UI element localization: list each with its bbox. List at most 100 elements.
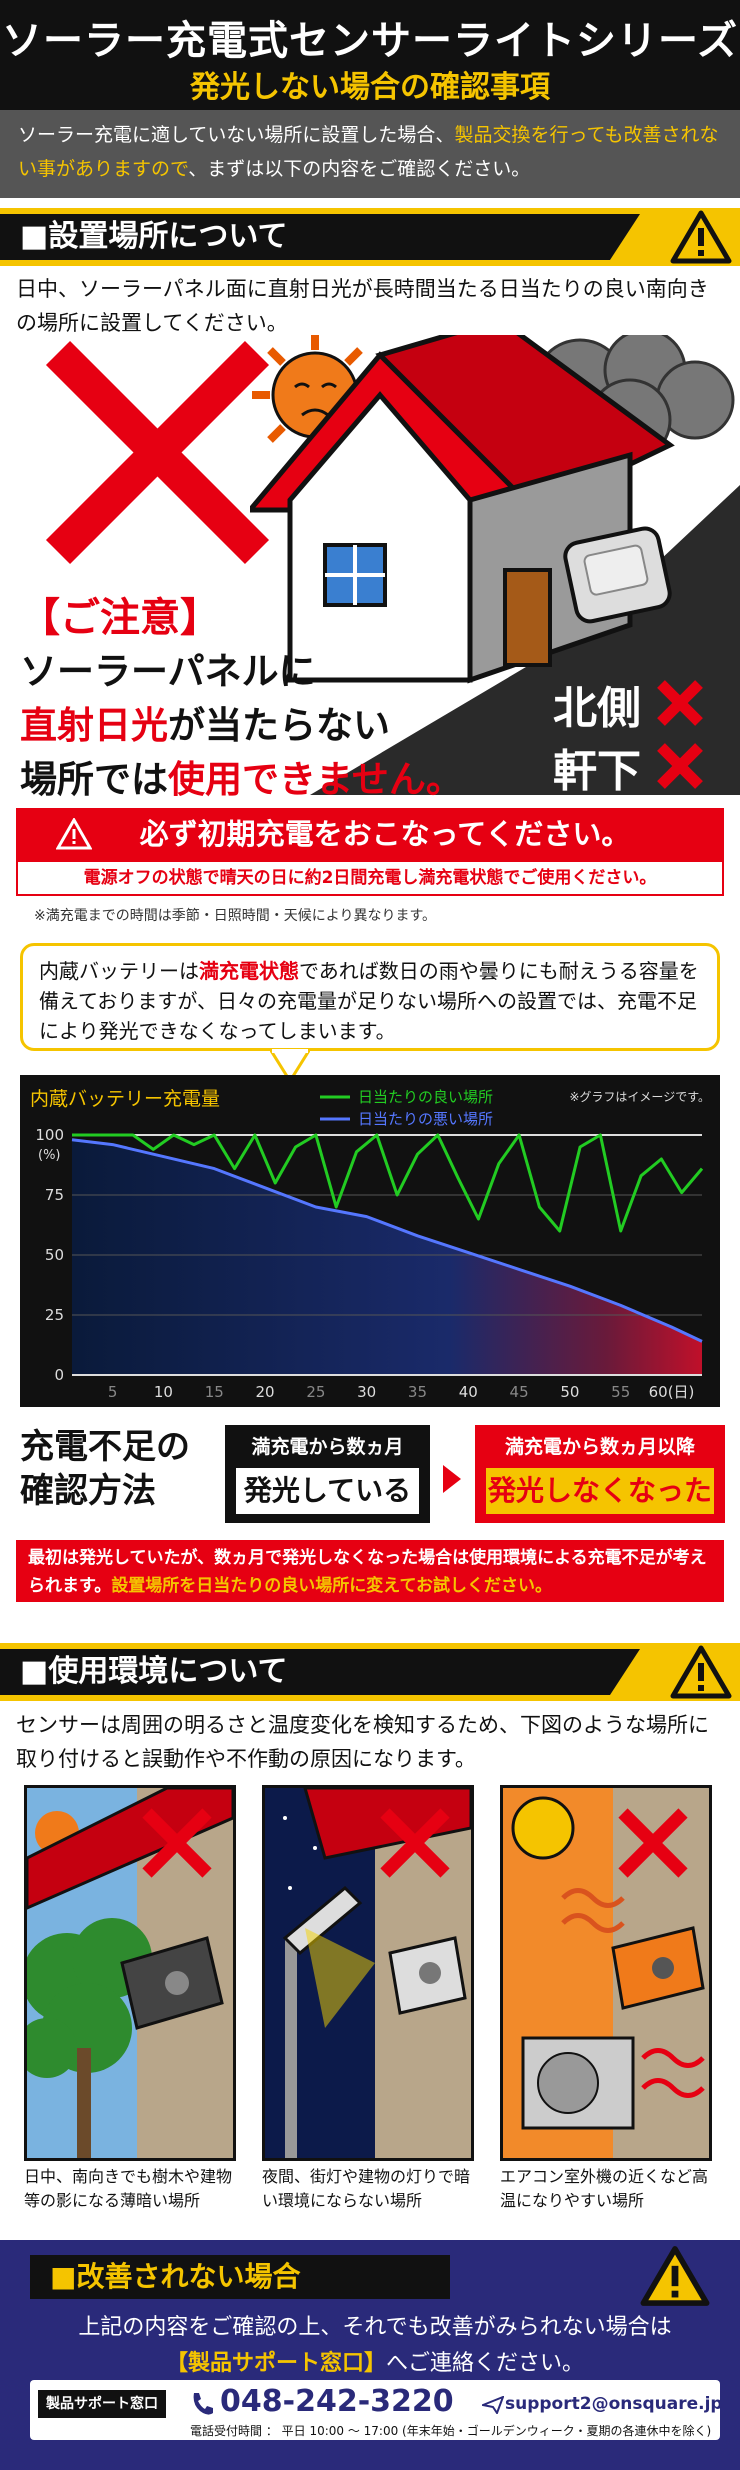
- still-lighting-label: 発光している: [236, 1468, 419, 1514]
- chart-title: 内蔵バッテリー充電量: [30, 1088, 220, 1110]
- initial-charge-sub: 電源オフの状態で晴天の日に約2日間充電し満充電状態でご使用ください。: [16, 860, 724, 896]
- stopped-lighting-top: 満充電から数ヵ月以降: [504, 1436, 695, 1458]
- speech-c: であれば数日の雨や曇りにも耐えうる容量を備えておりますが、日々の充電量が足りない…: [39, 959, 699, 1043]
- initial-charge-banner: 必ず初期充電をおこなってください。: [16, 808, 724, 860]
- no-use-line3: 場所では: [20, 758, 168, 801]
- chart-x-tick-label: 45: [510, 1383, 529, 1401]
- section-installation-bar: ■設置場所について: [0, 208, 740, 266]
- chart-x-tick-label: 5: [108, 1383, 118, 1401]
- email-link[interactable]: support2@onsquare.jp: [505, 2394, 723, 2414]
- sensor-light-icon: [563, 526, 672, 624]
- footer-text-c: へご連絡ください。: [386, 2351, 585, 2376]
- footer-text: 上記の内容をご確認の上、それでも改善がみられない場合は【製品サポート窓口】へご連…: [30, 2310, 720, 2382]
- chart-y-tick-label: 50: [45, 1246, 64, 1264]
- hot-sun-icon: [511, 1796, 575, 1860]
- chart-x-tick-label: 40: [459, 1383, 478, 1401]
- chart-x-tick-label: 25: [306, 1383, 325, 1401]
- chart-x-tick-label: 35: [408, 1383, 427, 1401]
- speech-tail: [270, 1049, 310, 1083]
- still-lighting-box: 満充電から数ヵ月 発光している: [225, 1425, 430, 1523]
- prohibited-x-icon: [45, 340, 270, 565]
- red-x-icon: [142, 1808, 212, 1878]
- scene-tree-shade: [24, 1785, 236, 2161]
- phone-icon: [193, 2393, 213, 2415]
- arrow-right-icon: [443, 1465, 461, 1493]
- installation-text: 日中、ソーラーパネル面に直射日光が長時間当たる日当たりの良い南向きの場所に設置し…: [16, 277, 709, 335]
- no-use-line1: ソーラーパネルに: [20, 650, 316, 693]
- page-title: ソーラー充電式センサーライトシリーズ: [2, 18, 738, 64]
- chart-y-tick-label: 25: [45, 1306, 64, 1324]
- scene-ac-caption: エアコン室外機の近くなど高温になりやすい場所: [500, 2167, 709, 2210]
- check-method-heading: 充電不足の 確認方法: [20, 1425, 190, 1513]
- header: ソーラー充電式センサーライトシリーズ 発光しない場合の確認事項: [0, 0, 740, 110]
- scene-street-light: [262, 1785, 474, 2161]
- support-tag: 製品サポート窓口: [38, 2390, 166, 2418]
- phone-link[interactable]: 048-242-3220: [220, 2384, 454, 2419]
- chart-y-tick-label: 0: [54, 1366, 64, 1384]
- check-result-b: 設置場所を日当たりの良い場所に変えてお試しください。: [111, 1576, 552, 1596]
- footer-label: ■改善されない場合: [30, 2255, 450, 2299]
- red-x-icon: [657, 680, 703, 726]
- eaves-label: 軒下: [553, 746, 641, 797]
- footer-text-a: 上記の内容をご確認の上、それでも改善がみられない場合は: [78, 2315, 672, 2340]
- no-use-line3-red: 使用できません。: [168, 758, 463, 801]
- red-x-icon: [380, 1808, 450, 1878]
- chart-legend-label: 日当たりの悪い場所: [358, 1110, 493, 1128]
- chart-x-tick-label: 20: [256, 1383, 275, 1401]
- scene-tree-caption: 日中、南向きでも樹木や建物等の影になる薄暗い場所: [24, 2167, 233, 2210]
- check-heading-line2: 確認方法: [20, 1471, 156, 1511]
- tree-icon: [27, 1918, 152, 2078]
- stopped-lighting-label: 発光しなくなった: [486, 1468, 714, 1514]
- no-use-line2: が当たらない: [168, 704, 390, 747]
- speech-highlight: 満充電状態: [199, 959, 299, 983]
- battery-chart: 0 25 50 75 100 (%) 5 10 15 20 25 30 35 40 45 50 55 60(日) 内…: [20, 1075, 720, 1407]
- warning-icon: [56, 818, 92, 850]
- red-x-icon: [618, 1808, 688, 1878]
- battery-chart-svg: 0 25 50 75 100 (%) 5 10 15 20 25 30 35 40 45 50 55 60(日) 内…: [30, 1088, 710, 1401]
- chart-y-tick-label: 100: [35, 1126, 64, 1144]
- chart-x-tick-label: 50: [560, 1383, 579, 1401]
- intro-text: ソーラー充電に適していない場所に設置した場合、製品交換を行っても改善されない事が…: [0, 110, 740, 198]
- intro-part2: 、まずは以下の内容をご確認ください。: [188, 158, 531, 180]
- check-heading-line1: 充電不足の: [20, 1427, 190, 1467]
- scene-ac-unit: [500, 1785, 712, 2161]
- speech-a: 内蔵バッテリーは: [39, 959, 199, 983]
- warning-icon: [640, 2246, 710, 2306]
- stopped-lighting-box: 満充電から数ヵ月以降 発光しなくなった: [475, 1425, 725, 1523]
- footer-label-text: ■改善されない場合: [50, 2260, 301, 2293]
- mail-icon: [482, 2396, 504, 2414]
- chart-y-tick-label: 75: [45, 1186, 64, 1204]
- warning-icon: [670, 210, 732, 264]
- section-environment-bar: ■使用環境について: [0, 1643, 740, 1701]
- still-lighting-top: 満充電から数ヵ月: [251, 1436, 404, 1458]
- chart-x-tick-label: 10: [154, 1383, 173, 1401]
- chart-x-tick-label: 60(日): [649, 1383, 695, 1401]
- initial-charge-title: 必ず初期充電をおこなってください。: [139, 817, 631, 851]
- red-x-icon: [657, 743, 703, 789]
- page-subtitle: 発光しない場合の確認事項: [190, 70, 550, 105]
- chart-note: ※グラフはイメージです。: [569, 1090, 710, 1104]
- chart-y-unit: (%): [38, 1148, 61, 1163]
- intro-highlight: 製品交換を行っても改善されない事がありますので: [18, 124, 719, 180]
- chart-series-line: [71, 1138, 703, 1343]
- intro-part1: ソーラー充電に適していない場所に設置した場合、: [18, 124, 455, 146]
- chart-series-line: [72, 1133, 704, 1233]
- contact-box: 製品サポート窓口 048-242-3220 support2@onsquare.…: [30, 2380, 723, 2440]
- footer-support-highlight: 【製品サポート窓口】: [165, 2351, 386, 2376]
- environment-text: センサーは周囲の明るさと温度変化を検知するため、下図のような場所に取り付けると誤…: [16, 1713, 709, 1771]
- section-installation-label: ■設置場所について: [0, 214, 640, 260]
- no-use-line2-red: 直射日光: [20, 704, 168, 747]
- chart-x-tick-label: 55: [611, 1383, 630, 1401]
- warning-icon: [670, 1645, 732, 1699]
- check-result-text: 最初は発光していたが、数ヵ月で発光しなくなった場合は使用環境による充電不足が考え…: [16, 1540, 724, 1602]
- battery-speech-bubble: 内蔵バッテリーは満充電状態であれば数日の雨や曇りにも耐えうる容量を備えております…: [20, 943, 720, 1051]
- chart-x-tick-label: 30: [357, 1383, 376, 1401]
- chart-legend-label: 日当たりの良い場所: [358, 1088, 493, 1106]
- north-side-label: 北側: [553, 683, 641, 734]
- full-charge-note: ※満充電までの時間は季節・日照時間・天候により異なります。: [34, 908, 437, 924]
- chart-area-fill: [72, 1139, 702, 1375]
- support-hours: 電話受付時間 ： 平日 10:00 ～ 17:00 (年末年始・ゴールデンウィー…: [190, 2424, 712, 2438]
- section-environment-label: ■使用環境について: [0, 1649, 640, 1695]
- house-illustration: [250, 335, 740, 795]
